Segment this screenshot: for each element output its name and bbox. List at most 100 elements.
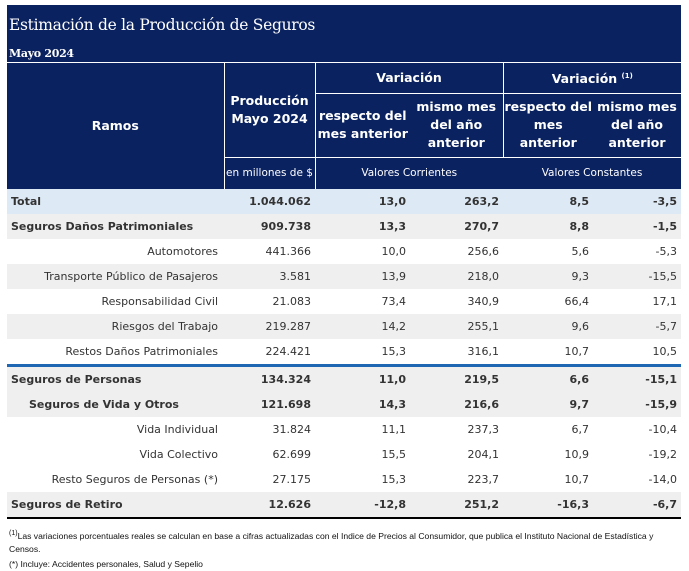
var-mes-constante: 66,4 [564, 295, 590, 308]
var-anual-constante: -6,7 [593, 492, 682, 519]
var-mes-constante: 9,7 [503, 392, 593, 417]
table-row: Total 1.044.062 13,0 263,2 8,5 -3,5 [7, 189, 682, 214]
footnotes: (1)Las variaciones porcentuales reales s… [9, 527, 679, 571]
var-anual-constante: -15,1 [593, 364, 682, 392]
var-mes-corriente: 13,9 [315, 264, 410, 289]
var-mes-corriente: 13,3 [315, 214, 410, 239]
row-label: Seguros de Personas [7, 364, 224, 392]
footnote-1: (1)Las variaciones porcentuales reales s… [9, 530, 654, 554]
var-anual-constante: -3,5 [593, 189, 682, 214]
table-row: Vida Individual 31.824 11,1 237,3 6,7 -10,4 [7, 417, 681, 442]
produccion-value: 224.421 [265, 345, 312, 358]
var-anual-constante: 10,5 [652, 345, 678, 358]
var-anual-constante: -15,5 [593, 264, 682, 289]
report-title: Estimación de la Producción de Seguros [7, 5, 681, 45]
var-mes-corriente: 10,0 [381, 245, 407, 258]
row-label: Restos Daños Patrimoniales [65, 345, 218, 358]
var-mes-constante: 6,7 [571, 423, 590, 436]
produccion-value: 441.366 [265, 245, 312, 258]
produccion-value: 909.738 [224, 214, 315, 239]
row-label: Seguros de Retiro [7, 492, 224, 519]
production-table: Ramos Producción Mayo 2024 Variación Var… [7, 63, 682, 519]
row-label: Vida Colectivo [139, 448, 218, 461]
var-mes-constante: 10,9 [564, 448, 590, 461]
produccion-value: 62.699 [272, 448, 312, 461]
produccion-value: 12.626 [224, 492, 315, 519]
table-row: Vida Colectivo 62.699 15,5 204,1 10,9 -19,2 [7, 442, 681, 467]
var-anual-constante: -5,3 [655, 245, 678, 258]
row-label: Total [7, 189, 224, 214]
produccion-value: 31.824 [272, 423, 312, 436]
header-variacion: Variación [314, 63, 503, 94]
var-mes-corriente: 15,3 [381, 473, 407, 486]
var-anual-corriente: 316,1 [467, 345, 500, 358]
header-produccion: Producción Mayo 2024 [223, 63, 315, 157]
table-row: Responsabilidad Civil 21.083 73,4 340,9 66,4… [7, 289, 681, 314]
var-anual-corriente: 218,0 [410, 264, 503, 289]
var-anual-corriente: 251,2 [410, 492, 503, 519]
produccion-value: 219.287 [224, 314, 315, 339]
var-anual-constante: -10,4 [648, 423, 678, 436]
var-anual-corriente: 219,5 [410, 364, 503, 392]
report-subtitle: Mayo 2024 [7, 45, 681, 63]
table-row: Automotores 441.366 10,0 256,6 5,6 -5,3 [7, 239, 681, 264]
var-mes-corriente: -12,8 [315, 492, 410, 519]
produccion-value: 1.044.062 [224, 189, 315, 214]
table-row: Riesgos del Trabajo 219.287 14,2 255,1 9,6 -5… [7, 314, 682, 339]
produccion-value: 21.083 [272, 295, 312, 308]
var-anual-corriente: 223,7 [467, 473, 500, 486]
row-label: Seguros de Vida y Otros [7, 392, 224, 417]
var-mes-constante: 9,3 [503, 264, 593, 289]
header-respecto-corriente: respecto del mes anterior [314, 93, 410, 158]
var-anual-corriente: 263,2 [410, 189, 503, 214]
var-anual-corriente: 256,6 [467, 245, 500, 258]
header-mismo-corriente: mismo mes del año anterior [410, 93, 503, 158]
header-ramos: Ramos [7, 63, 224, 189]
var-mes-corriente: 13,0 [315, 189, 410, 214]
row-label: Automotores [147, 245, 218, 258]
var-anual-corriente: 340,9 [467, 295, 500, 308]
table-row: Seguros de Vida y Otros 121.698 14,3 216,6 9… [7, 392, 682, 417]
row-label: Seguros Daños Patrimoniales [7, 214, 224, 239]
header-mismo-constante: mismo mes del año anterior [593, 93, 682, 158]
produccion-value: 27.175 [272, 473, 312, 486]
var-mes-constante: 6,6 [503, 364, 593, 392]
var-mes-corriente: 15,5 [381, 448, 407, 461]
row-label: Vida Individual [136, 423, 218, 436]
var-anual-constante: -15,9 [593, 392, 682, 417]
var-anual-constante: -14,0 [648, 473, 678, 486]
var-mes-corriente: 73,4 [381, 295, 407, 308]
var-anual-constante: -5,7 [593, 314, 682, 339]
var-mes-constante: 9,6 [503, 314, 593, 339]
row-label: Transporte Público de Pasajeros [7, 264, 224, 289]
insurance-production-report: Estimación de la Producción de Seguros M… [7, 5, 682, 519]
var-mes-corriente: 11,0 [315, 364, 410, 392]
var-mes-corriente: 15,3 [381, 345, 407, 358]
table-row: Transporte Público de Pasajeros 3.581 13,9… [7, 264, 682, 289]
table-row: Seguros de Retiro 12.626 -12,8 251,2 -16,3 -6… [7, 492, 682, 519]
var-anual-constante: -19,2 [648, 448, 678, 461]
table-row: Seguros Daños Patrimoniales 909.738 13,3 27… [7, 214, 682, 239]
var-mes-constante: 8,8 [503, 214, 593, 239]
var-anual-corriente: 237,3 [467, 423, 500, 436]
header-valores-constantes: Valores Constantes [503, 157, 682, 189]
var-anual-constante: 17,1 [652, 295, 678, 308]
header-variacion-real: Variación (1) [502, 63, 682, 94]
var-anual-corriente: 255,1 [410, 314, 503, 339]
produccion-value: 134.324 [224, 364, 315, 392]
produccion-value: 3.581 [224, 264, 315, 289]
header-valores-corrientes: Valores Corrientes [314, 157, 503, 189]
produccion-value: 121.698 [224, 392, 315, 417]
var-mes-constante: 10,7 [564, 345, 590, 358]
var-mes-corriente: 11,1 [381, 423, 407, 436]
var-anual-corriente: 204,1 [467, 448, 500, 461]
footnote-2: (*) Incluye: Accidentes personales, Salu… [9, 558, 203, 569]
table-row: Seguros de Personas 134.324 11,0 219,5 6,6 -1… [7, 364, 682, 392]
var-mes-corriente: 14,3 [315, 392, 410, 417]
var-anual-constante: -1,5 [593, 214, 682, 239]
table-row: Restos Daños Patrimoniales 224.421 15,3 316… [7, 339, 681, 366]
var-mes-constante: 8,5 [503, 189, 593, 214]
var-anual-corriente: 216,6 [410, 392, 503, 417]
var-mes-corriente: 14,2 [315, 314, 410, 339]
header-unidad: en millones de $ [223, 156, 315, 189]
